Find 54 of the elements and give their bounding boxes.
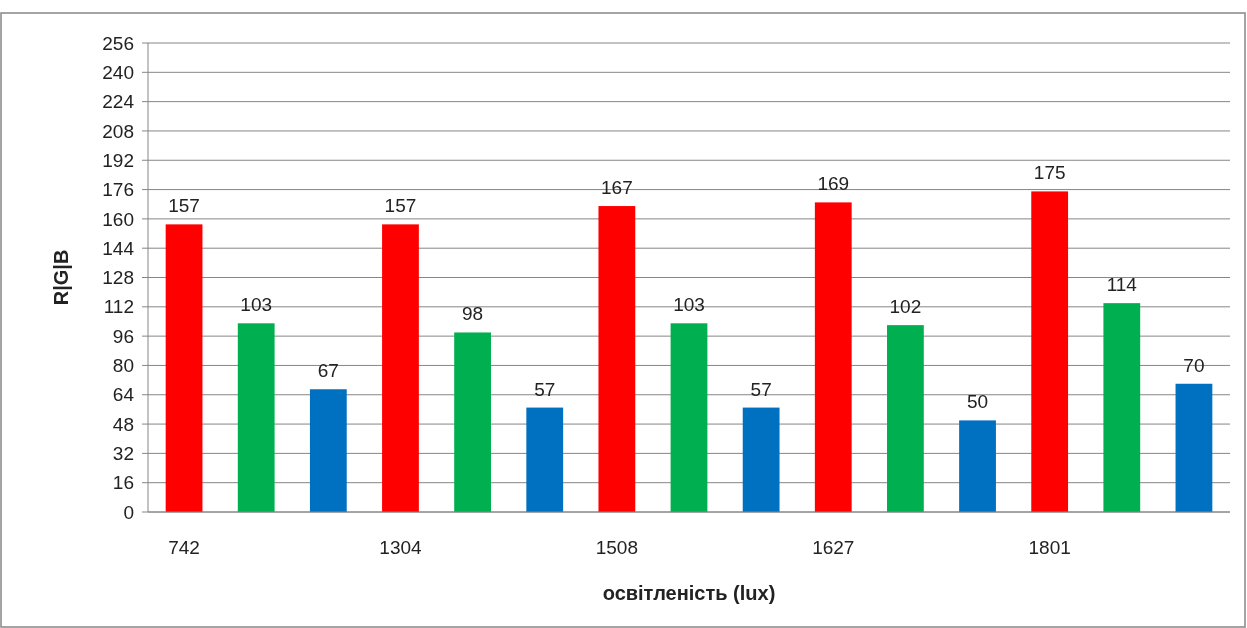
- data-label: 103: [240, 294, 273, 316]
- y-tick-label: 256: [102, 32, 134, 54]
- bar: [598, 206, 636, 512]
- y-axis-title: R|G|B: [50, 249, 72, 306]
- data-label: 50: [966, 391, 989, 413]
- x-tick-label: 742: [168, 537, 200, 558]
- bar: [165, 224, 203, 512]
- bar: [237, 323, 275, 512]
- x-tick-label: 1801: [1028, 537, 1071, 558]
- data-label: 98: [462, 303, 484, 325]
- y-tick-label: 48: [112, 413, 134, 435]
- bar: [1103, 303, 1141, 512]
- y-tick-label: 160: [102, 208, 134, 230]
- y-tick-label: 240: [102, 61, 134, 83]
- y-tick-label: 80: [112, 355, 134, 377]
- data-label: 169: [817, 173, 850, 195]
- y-tick-label: 176: [102, 179, 134, 201]
- y-tick-label: 112: [103, 296, 134, 318]
- y-tick-label: 192: [102, 149, 134, 171]
- y-tick-label: 144: [102, 237, 135, 259]
- y-tick-label: 224: [102, 91, 135, 113]
- data-label: 157: [384, 195, 417, 217]
- x-tick-label: 1627: [812, 537, 855, 558]
- y-tick-label: 208: [102, 120, 134, 142]
- bar: [1175, 383, 1213, 512]
- x-tick-label: 1508: [595, 537, 639, 558]
- y-tick-label: 96: [112, 325, 134, 347]
- bar: [309, 389, 347, 512]
- y-tick-label: 16: [112, 472, 134, 494]
- data-label: 70: [1183, 354, 1205, 376]
- data-label: 57: [534, 378, 556, 400]
- bar: [887, 325, 924, 512]
- x-axis-title: освітленість (lux): [602, 582, 776, 604]
- data-label: 157: [168, 195, 200, 217]
- y-tick-label: 32: [112, 443, 134, 465]
- data-label: 102: [889, 296, 922, 318]
- x-tick-label: 1304: [379, 537, 423, 558]
- data-label: 57: [750, 378, 772, 400]
- bar: [526, 407, 564, 512]
- data-label: 167: [601, 177, 633, 199]
- bar: [1031, 191, 1069, 512]
- y-tick-label: 128: [102, 267, 134, 289]
- bar: [959, 420, 996, 512]
- y-tick-label: 0: [123, 501, 134, 523]
- data-label: 114: [1106, 274, 1138, 296]
- bar: [742, 407, 780, 512]
- data-label: 103: [673, 294, 705, 316]
- y-tick-label: 64: [112, 384, 135, 406]
- data-label: 67: [317, 360, 339, 382]
- bar: [454, 332, 491, 512]
- bar: [814, 202, 852, 512]
- data-label: 175: [1033, 162, 1066, 184]
- bar: [670, 323, 708, 512]
- bar: [382, 224, 419, 512]
